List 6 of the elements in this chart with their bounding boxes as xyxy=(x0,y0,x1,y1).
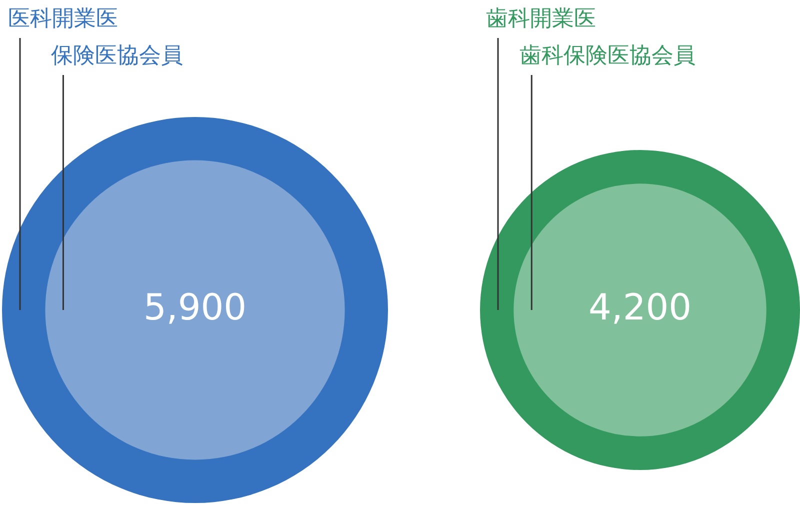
category-label: 保険医協会員 xyxy=(51,44,184,69)
data-label: 4,200 xyxy=(588,287,692,328)
data-label: 5,900 xyxy=(143,287,247,328)
category-label: 歯科保険医協会員 xyxy=(520,44,696,69)
category-label: 歯科開業医 xyxy=(486,6,596,32)
category-label: 医科開業医 xyxy=(8,6,118,32)
